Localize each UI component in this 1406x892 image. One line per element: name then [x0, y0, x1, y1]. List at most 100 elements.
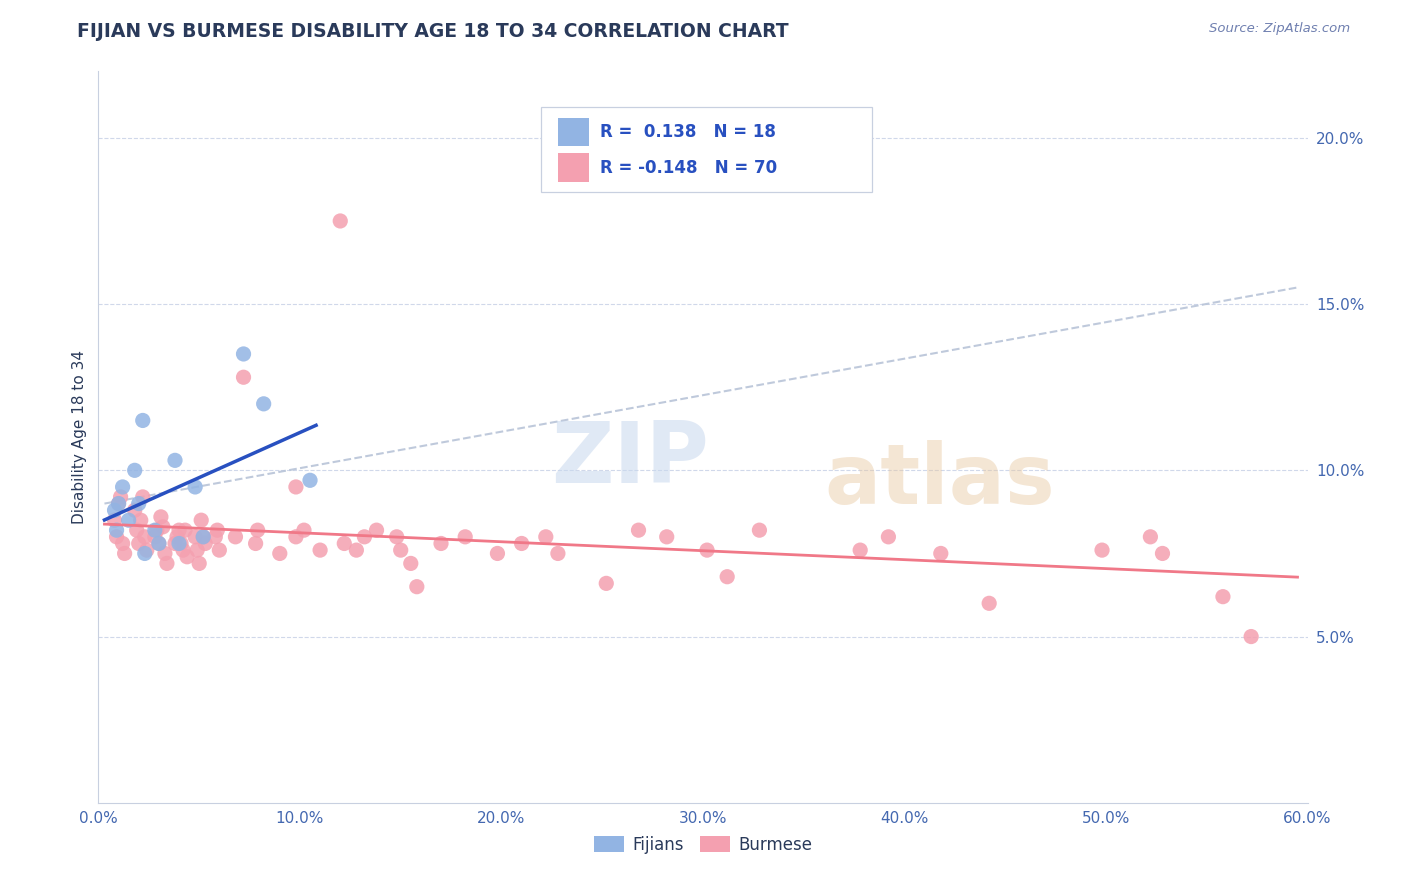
- Point: [105, 530, 128, 544]
- Point: [194, 536, 217, 550]
- Point: [134, 530, 156, 544]
- Point: [184, 480, 207, 494]
- Point: [124, 503, 146, 517]
- Point: [232, 370, 254, 384]
- Point: [163, 453, 186, 467]
- Point: [716, 570, 738, 584]
- Point: [167, 523, 190, 537]
- Point: [176, 549, 198, 564]
- Point: [124, 463, 146, 477]
- Y-axis label: Disability Age 18 to 34: Disability Age 18 to 34: [72, 350, 87, 524]
- Point: [269, 546, 291, 560]
- Point: [627, 523, 650, 537]
- Point: [405, 580, 427, 594]
- Point: [193, 530, 215, 544]
- Point: [132, 413, 155, 427]
- Point: [547, 546, 569, 560]
- Point: [114, 546, 136, 560]
- Point: [105, 523, 128, 537]
- Point: [748, 523, 770, 537]
- Point: [399, 557, 422, 571]
- Point: [148, 536, 170, 550]
- Point: [107, 497, 129, 511]
- Point: [877, 530, 900, 544]
- Point: [1212, 590, 1234, 604]
- Point: [207, 523, 229, 537]
- Point: [193, 530, 215, 544]
- Point: [143, 523, 166, 537]
- Point: [454, 530, 477, 544]
- Point: [232, 347, 254, 361]
- Point: [111, 536, 134, 550]
- Point: [107, 497, 129, 511]
- Point: [208, 543, 231, 558]
- Point: [118, 513, 141, 527]
- Point: [166, 530, 188, 544]
- Legend: Fijians, Burmese: Fijians, Burmese: [586, 829, 820, 860]
- Point: [1240, 630, 1263, 644]
- Point: [129, 513, 152, 527]
- Point: [146, 523, 169, 537]
- Point: [103, 513, 125, 527]
- Point: [153, 546, 176, 560]
- Point: [353, 530, 375, 544]
- Point: [696, 543, 718, 558]
- Point: [172, 543, 194, 558]
- Text: R = -0.148   N = 70: R = -0.148 N = 70: [600, 159, 778, 177]
- Point: [284, 530, 307, 544]
- Point: [1139, 530, 1161, 544]
- Point: [595, 576, 617, 591]
- Point: [486, 546, 509, 560]
- Point: [148, 536, 170, 550]
- Point: [344, 543, 367, 558]
- Point: [333, 536, 356, 550]
- Point: [184, 530, 207, 544]
- Point: [366, 523, 388, 537]
- Point: [149, 509, 172, 524]
- Point: [134, 546, 156, 560]
- Point: [979, 596, 1001, 610]
- Point: [103, 503, 125, 517]
- Point: [135, 543, 157, 558]
- Point: [389, 543, 412, 558]
- Text: ZIP: ZIP: [551, 417, 709, 500]
- Point: [152, 520, 174, 534]
- Point: [284, 480, 307, 494]
- Point: [299, 473, 322, 487]
- Point: [188, 557, 211, 571]
- Point: [167, 536, 190, 550]
- Point: [174, 523, 197, 537]
- Point: [190, 513, 212, 527]
- Point: [111, 480, 134, 494]
- Point: [329, 214, 352, 228]
- Point: [204, 530, 226, 544]
- Point: [385, 530, 408, 544]
- Point: [143, 530, 166, 544]
- Point: [534, 530, 557, 544]
- Text: R =  0.138   N = 18: R = 0.138 N = 18: [600, 123, 776, 141]
- Point: [170, 536, 193, 550]
- Point: [128, 497, 150, 511]
- Text: FIJIAN VS BURMESE DISABILITY AGE 18 TO 34 CORRELATION CHART: FIJIAN VS BURMESE DISABILITY AGE 18 TO 3…: [77, 22, 789, 41]
- Point: [253, 397, 276, 411]
- Point: [1091, 543, 1114, 558]
- Point: [849, 543, 872, 558]
- Point: [510, 536, 533, 550]
- Point: [655, 530, 678, 544]
- Text: atlas: atlas: [824, 441, 1054, 522]
- Point: [246, 523, 269, 537]
- Point: [125, 523, 148, 537]
- Point: [929, 546, 952, 560]
- Point: [1152, 546, 1174, 560]
- Point: [186, 543, 208, 558]
- Point: [132, 490, 155, 504]
- Point: [128, 536, 150, 550]
- Point: [292, 523, 315, 537]
- Point: [156, 557, 179, 571]
- Point: [430, 536, 453, 550]
- Point: [309, 543, 332, 558]
- Point: [163, 536, 186, 550]
- Point: [110, 490, 132, 504]
- Point: [245, 536, 267, 550]
- Text: Source: ZipAtlas.com: Source: ZipAtlas.com: [1209, 22, 1350, 36]
